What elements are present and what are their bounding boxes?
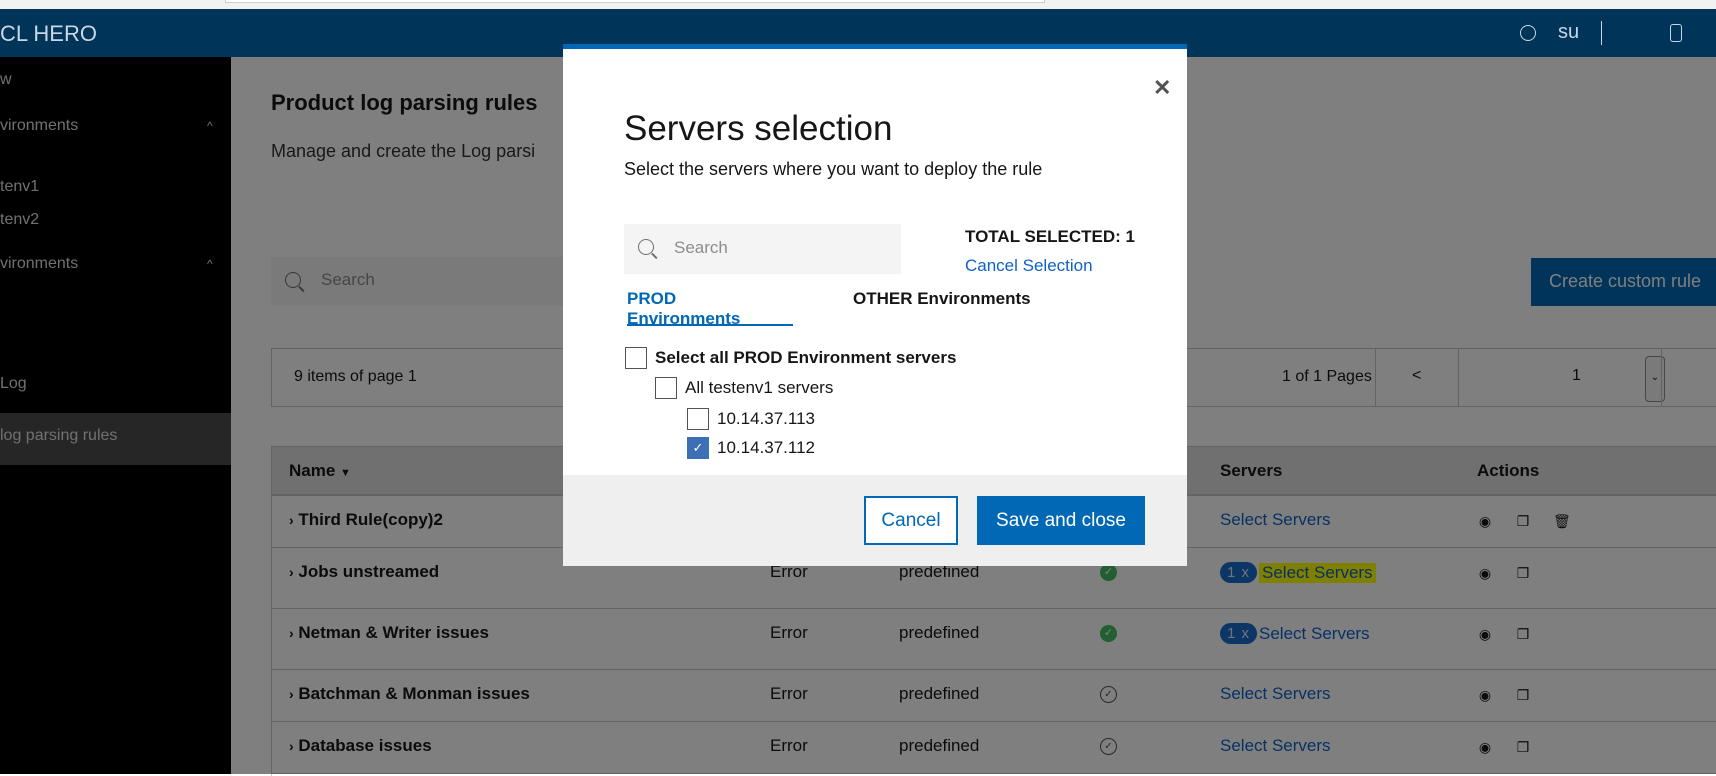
cancel-button[interactable]: Cancel (864, 496, 958, 545)
server-tree-item[interactable]: Select all PROD Environment servers (625, 347, 956, 369)
server-tree-item[interactable]: 10.14.37.113 (687, 408, 815, 430)
user-icon[interactable] (1520, 25, 1536, 41)
modal-subtitle: Select the servers where you want to dep… (624, 159, 1043, 179)
tab-prod-environments[interactable]: PROD Environments (627, 289, 793, 328)
tree-item-label: 10.14.37.112 (717, 438, 815, 457)
checkbox[interactable] (687, 408, 709, 430)
browser-address-bar[interactable] (225, 0, 1045, 3)
tab-other-environments[interactable]: OTHER Environments (853, 289, 1031, 308)
server-tree-item[interactable]: All testenv1 servers (655, 377, 833, 399)
search-icon (638, 239, 654, 255)
tree-item-label: Select all PROD Environment servers (655, 348, 957, 367)
servers-selection-modal: ✕ Servers selection Select the servers w… (563, 44, 1187, 566)
checkbox[interactable] (625, 347, 647, 369)
close-icon[interactable]: ✕ (1153, 75, 1172, 100)
tree-item-label: All testenv1 servers (685, 378, 834, 397)
save-and-close-button[interactable]: Save and close (977, 496, 1145, 545)
checkbox[interactable] (655, 377, 677, 399)
user-name[interactable]: su (1558, 21, 1580, 43)
tree-item-label: 10.14.37.113 (717, 409, 815, 428)
checkbox[interactable]: ✓ (687, 437, 709, 459)
total-selected: TOTAL SELECTED: 1 (965, 227, 1136, 246)
server-tree-item[interactable]: ✓ 10.14.37.112 (687, 437, 815, 459)
search-placeholder: Search (674, 238, 728, 257)
modal-footer: Cancel Save and close (563, 475, 1187, 566)
browser-top-strip (0, 0, 1716, 9)
logout-icon[interactable] (1670, 24, 1682, 42)
cancel-selection-link[interactable]: Cancel Selection (965, 256, 1093, 275)
server-search-input[interactable]: Search (624, 224, 901, 274)
header-divider (1601, 21, 1602, 45)
modal-title: Servers selection (624, 109, 893, 148)
brand-logo: CL HERO (0, 21, 97, 46)
